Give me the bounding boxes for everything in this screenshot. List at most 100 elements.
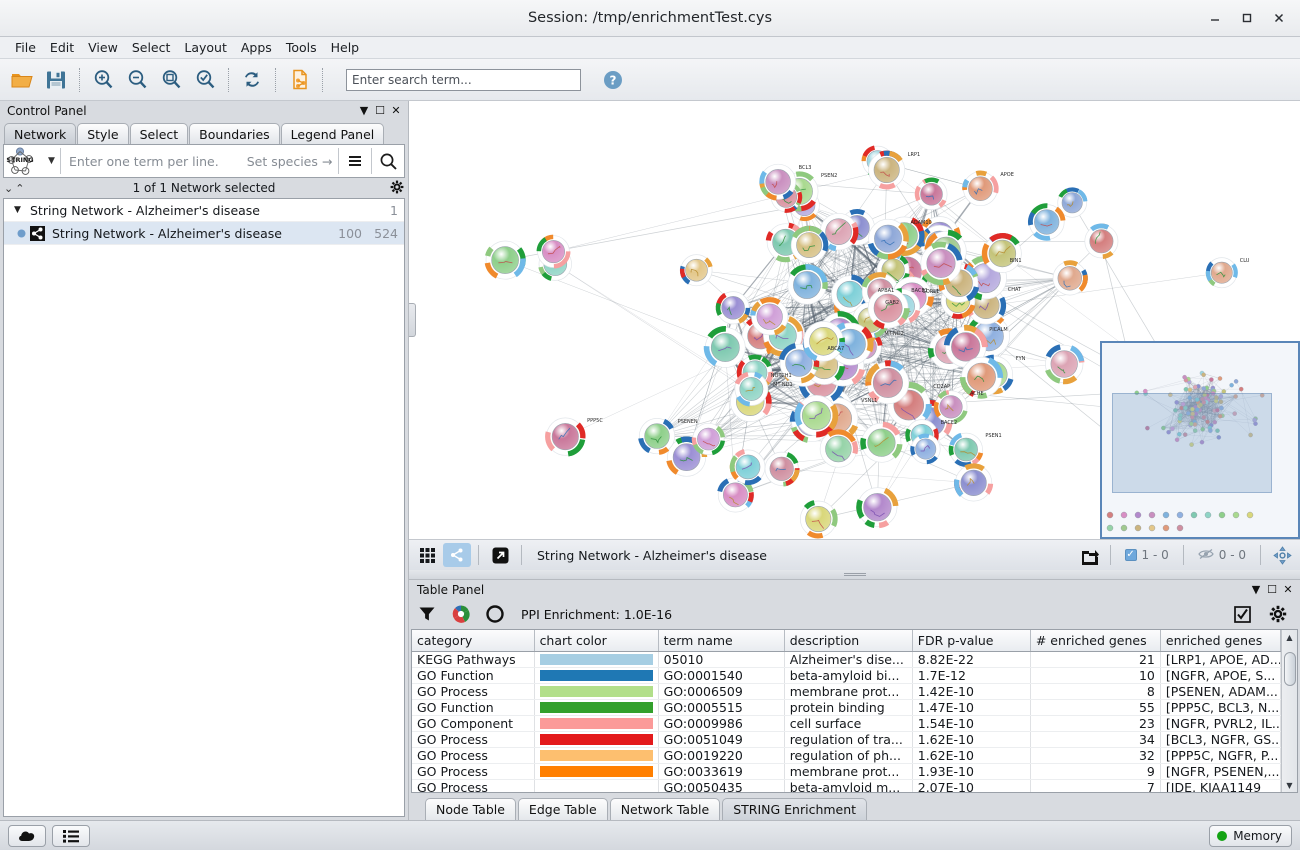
zoom-selected-icon[interactable] (189, 64, 221, 96)
donut-chart-icon[interactable] (449, 602, 473, 626)
birds-eye-graph (1106, 370, 1265, 532)
refresh-icon[interactable] (236, 64, 268, 96)
string-species-dropdown-icon[interactable]: ▼ (48, 156, 55, 166)
ring-chart-icon[interactable] (483, 602, 507, 626)
minimize-button[interactable] (1200, 4, 1230, 32)
table-row[interactable]: GO Function GO:0001540 beta-amyloid bi... 1… (412, 667, 1281, 684)
search-input[interactable]: Enter search term... (346, 68, 581, 91)
enrichment-table-body: KEGG Pathways 05010 Alzheimer's dise... 8.8… (412, 651, 1281, 792)
table-chevron-down-icon[interactable]: ▼ (1251, 583, 1261, 596)
string-species-label[interactable]: Set species → (246, 153, 333, 169)
fit-content-icon[interactable] (1268, 543, 1296, 567)
search-icon[interactable] (372, 145, 404, 177)
menu-edit[interactable]: Edit (49, 40, 75, 55)
table-row[interactable]: GO Process GO:0033619 membrane prot... 1.93… (412, 763, 1281, 780)
horizontal-splitter[interactable] (409, 570, 1300, 579)
float-panel-icon[interactable]: ☐ (375, 104, 385, 117)
table-float-icon[interactable]: ☐ (1267, 583, 1277, 596)
string-search-bar: STRING ▼ Enter one term per line. Set sp… (3, 144, 405, 178)
tab-string-enrichment[interactable]: STRING Enrichment (722, 798, 868, 820)
hamburger-icon[interactable] (339, 145, 371, 177)
menu-help[interactable]: Help (330, 40, 360, 55)
close-panel-icon[interactable]: ✕ (391, 104, 401, 117)
chevron-down-icon[interactable]: ▼ (359, 104, 369, 117)
table-row[interactable]: KEGG Pathways 05010 Alzheimer's dise... 8.8… (412, 651, 1281, 668)
menu-tools[interactable]: Tools (285, 40, 317, 55)
col-category[interactable]: category (412, 630, 535, 652)
table-row[interactable]: GO Component GO:0009986 cell surface 1.54E-… (412, 715, 1281, 732)
table-row[interactable]: GO Function GO:0005515 protein binding 1.47… (412, 699, 1281, 716)
cell-description: beta-amyloid m... (784, 779, 913, 792)
scroll-up-arrow-icon[interactable]: ▲ (1286, 632, 1293, 642)
help-icon[interactable]: ? (597, 64, 629, 96)
col-description[interactable]: description (784, 630, 913, 652)
birds-eye-viewport[interactable] (1112, 393, 1272, 493)
maximize-button[interactable] (1232, 4, 1262, 32)
menu-view[interactable]: View (88, 40, 118, 55)
string-term-input[interactable]: Enter one term per line. Set species → (61, 154, 338, 169)
menu-file[interactable]: File (15, 40, 36, 55)
tab-network[interactable]: Network (4, 123, 77, 144)
col-enriched-genes[interactable]: enriched genes (1160, 630, 1281, 652)
table-vertical-scrollbar[interactable]: ▲ ▼ (1281, 630, 1297, 792)
zoom-in-icon[interactable] (87, 64, 119, 96)
network-share-view-icon[interactable] (443, 543, 471, 567)
tab-node-table[interactable]: Node Table (425, 798, 516, 820)
filter-funnel-icon[interactable] (415, 602, 439, 626)
col-fdr-pvalue[interactable]: FDR p-value (912, 630, 1031, 652)
cloud-icon[interactable] (8, 824, 46, 847)
open-external-icon[interactable] (486, 543, 514, 567)
hidden-nodes-counter[interactable]: 0 - 0 (1191, 548, 1253, 563)
tab-edge-table[interactable]: Edge Table (517, 798, 608, 820)
string-logo-icon[interactable]: STRING (4, 145, 48, 177)
zoom-out-icon[interactable] (121, 64, 153, 96)
hidden-counter-label: 0 - 0 (1218, 548, 1246, 562)
open-folder-icon[interactable] (6, 64, 38, 96)
tab-select[interactable]: Select (129, 123, 189, 144)
cell-term-name: GO:0033619 (658, 763, 785, 780)
grid-layout-icon[interactable] (413, 543, 441, 567)
col-enriched-count[interactable]: # enriched genes (1030, 630, 1161, 652)
col-term-name[interactable]: term name (658, 630, 785, 652)
scrollbar-thumb[interactable] (1283, 652, 1296, 686)
tree-child-row[interactable]: String Network - Alzheimer's disease 100… (4, 222, 404, 245)
menu-select[interactable]: Select (131, 40, 171, 55)
save-icon[interactable] (40, 64, 72, 96)
collapse-expand-arrows[interactable]: ⌄ ⌃ (4, 182, 24, 195)
export-network-icon[interactable] (283, 64, 315, 96)
cell-category: GO Component (412, 715, 535, 732)
expand-all-icon[interactable]: ⌃ (15, 181, 25, 195)
table-row[interactable]: GO Process GO:0050435 beta-amyloid m... 2.0… (412, 779, 1281, 792)
tree-root-row[interactable]: ▼ String Network - Alzheimer's disease 1 (4, 199, 404, 222)
network-settings-gear-icon[interactable] (390, 180, 404, 197)
memory-status-button[interactable]: Memory (1209, 824, 1292, 847)
table-close-icon[interactable]: ✕ (1283, 583, 1293, 596)
table-row[interactable]: GO Process GO:0006509 membrane prot... 1.42… (412, 683, 1281, 700)
col-chart-color[interactable]: chart color (534, 630, 659, 652)
tab-network-table[interactable]: Network Table (609, 798, 721, 820)
export-image-icon[interactable] (1075, 543, 1103, 567)
network-canvas[interactable]: MT-ND2 MT-ND1 VSNL1 GAB2 FYN APBA1 CHAT ABCA7 AC… (409, 101, 1300, 540)
tree-collapse-caret-icon[interactable]: ▼ (14, 205, 21, 215)
network-graph[interactable] (409, 101, 1298, 540)
birds-eye-view[interactable] (1100, 341, 1300, 539)
cell-fdr: 1.42E-10 (912, 683, 1031, 700)
panel-splitter-handle[interactable] (409, 303, 416, 337)
tab-legend-panel[interactable]: Legend Panel (280, 123, 385, 144)
tab-boundaries[interactable]: Boundaries (189, 123, 280, 144)
table-row[interactable]: GO Process GO:0051049 regulation of tra...… (412, 731, 1281, 748)
settings-gear-icon[interactable] (1266, 602, 1290, 626)
menu-apps[interactable]: Apps (240, 40, 272, 55)
table-row[interactable]: GO Process GO:0019220 regulation of ph... 1… (412, 747, 1281, 764)
close-button[interactable] (1264, 4, 1294, 32)
cell-description: regulation of tra... (784, 731, 913, 748)
tab-style[interactable]: Style (77, 123, 129, 144)
scroll-down-arrow-icon[interactable]: ▼ (1286, 780, 1293, 790)
selected-nodes-counter[interactable]: ✓ 1 - 0 (1118, 548, 1176, 562)
select-all-checkbox-icon[interactable] (1230, 602, 1254, 626)
menu-layout[interactable]: Layout (184, 40, 227, 55)
collapse-all-icon[interactable]: ⌄ (4, 181, 14, 195)
zoom-fit-icon[interactable] (155, 64, 187, 96)
task-list-icon[interactable] (52, 824, 90, 847)
network-view-title: String Network - Alzheimer's disease (537, 547, 767, 563)
